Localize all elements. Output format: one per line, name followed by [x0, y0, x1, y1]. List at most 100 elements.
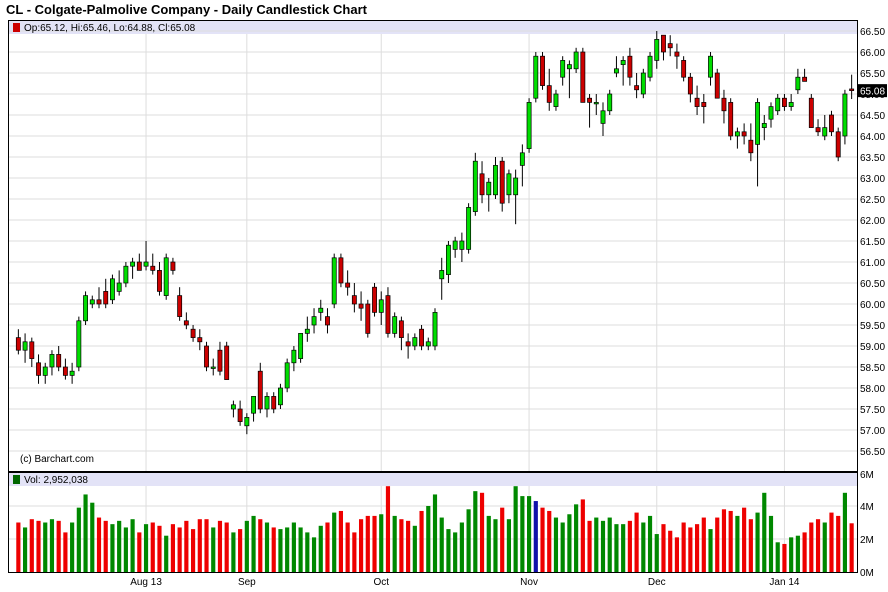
candle-body	[667, 43, 673, 49]
volume-bar	[190, 529, 196, 572]
candle-body	[553, 93, 559, 107]
volume-bar	[755, 512, 760, 572]
candle-body	[835, 131, 841, 158]
candle-body	[721, 97, 727, 112]
candle-body	[795, 76, 801, 91]
volume-bar	[244, 520, 249, 572]
volume-bar	[768, 515, 774, 572]
volume-bar	[621, 524, 626, 572]
volume-bar	[352, 532, 357, 572]
volume-legend-bar	[9, 473, 857, 486]
volume-bar	[76, 507, 81, 572]
volume-bar	[520, 496, 525, 572]
volume-bar	[332, 512, 337, 572]
volume-bar	[184, 520, 189, 572]
volume-bar	[775, 542, 780, 572]
volume-bar	[540, 507, 545, 572]
volume-bar	[399, 519, 404, 572]
chart-title: CL - Colgate-Palmolive Company - Daily C…	[6, 2, 367, 17]
candle-body	[163, 257, 169, 296]
volume-bar	[291, 522, 296, 572]
candle-body	[607, 93, 613, 112]
candle-body	[110, 278, 115, 301]
volume-bar	[627, 520, 632, 572]
date-tick-label: Sep	[238, 577, 256, 588]
volume-bar	[587, 520, 592, 572]
candle-body	[768, 106, 774, 120]
volume-bar	[36, 520, 41, 572]
price-tick-label: 63.50	[860, 153, 885, 164]
candle-body	[627, 55, 633, 78]
volume-bar	[486, 515, 491, 572]
candle-body	[459, 240, 465, 250]
volume-bar	[513, 486, 518, 572]
candle-body	[405, 341, 411, 347]
candle-body	[251, 396, 256, 414]
volume-bar	[271, 527, 276, 572]
candle-body	[358, 303, 364, 309]
candle-body	[56, 354, 62, 368]
volume-bar	[721, 509, 727, 572]
candle-body	[190, 328, 196, 338]
candle-body	[593, 102, 599, 105]
volume-bar	[110, 524, 115, 572]
volume-bar	[22, 527, 28, 572]
volume-bar	[634, 512, 639, 572]
volume-bar	[318, 525, 323, 572]
candle-body	[714, 72, 720, 99]
candle-body	[452, 240, 458, 250]
candle-body	[499, 160, 505, 204]
candle-body	[284, 362, 290, 389]
candle-body	[741, 131, 747, 137]
volume-bar	[325, 522, 330, 572]
volume-bar	[681, 522, 686, 572]
volume-bar	[258, 519, 263, 572]
volume-bar	[815, 519, 821, 572]
price-tick-label: 59.50	[860, 321, 885, 332]
candle-body	[614, 68, 619, 74]
candle-body	[466, 207, 472, 250]
candle-body	[298, 333, 304, 359]
candle-body	[640, 72, 646, 95]
volume-bar	[278, 529, 283, 572]
candle-body	[782, 97, 787, 107]
volume-bar	[742, 507, 747, 572]
volume-bar	[789, 537, 794, 572]
candle-body	[351, 295, 357, 305]
volume-bar	[432, 494, 438, 572]
candle-body	[257, 370, 263, 410]
candle-body	[177, 295, 183, 317]
candle-body	[22, 341, 28, 351]
volume-bar	[150, 522, 155, 572]
volume-bar	[103, 520, 108, 572]
volume-bar	[473, 491, 478, 572]
date-tick-label: Aug 13	[130, 577, 162, 588]
candle-body	[815, 127, 821, 133]
volume-tick-label: 0M	[860, 568, 874, 579]
candles	[15, 31, 855, 435]
candle-body	[519, 152, 525, 166]
volume-bar	[735, 515, 740, 572]
volume-bar	[574, 504, 579, 572]
volume-bar	[49, 519, 55, 572]
candle-body	[244, 417, 250, 427]
price-axis: 66.5066.0065.5065.0064.5064.0063.5063.00…	[860, 27, 885, 458]
candle-body	[661, 34, 666, 53]
volume-bar	[419, 510, 424, 572]
volume-bar	[426, 506, 431, 572]
volume-bar	[533, 501, 538, 572]
candle-body	[506, 173, 512, 196]
candle-body	[210, 366, 216, 369]
candle-body	[136, 261, 142, 271]
volume-bar	[715, 517, 720, 572]
volume-bar	[762, 492, 767, 572]
candle-body	[419, 328, 424, 347]
volume-bar	[580, 499, 585, 572]
volume-bar	[661, 524, 666, 572]
volume-bar	[137, 532, 142, 572]
candle-body	[345, 282, 351, 288]
candle-body	[237, 408, 243, 422]
volume-bar	[238, 529, 243, 572]
volume-bar	[412, 525, 417, 572]
candle-body	[526, 102, 532, 149]
